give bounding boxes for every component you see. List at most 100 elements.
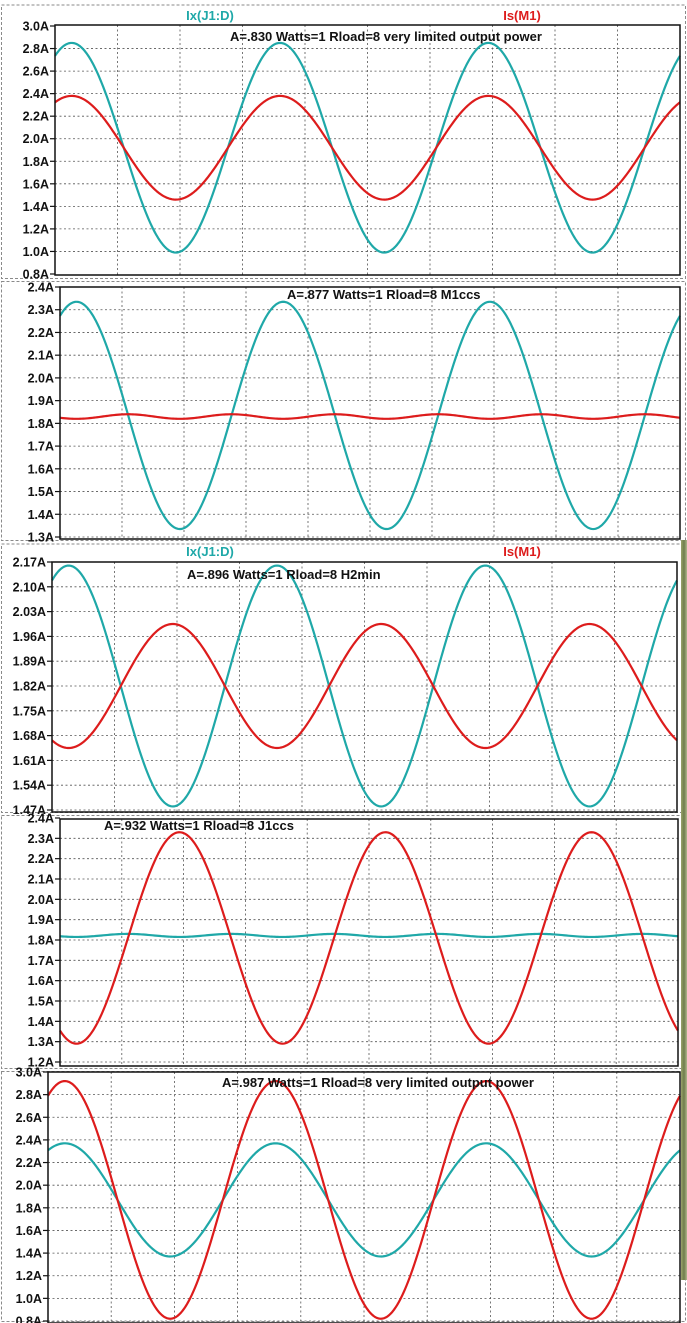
series-line — [54, 41, 681, 254]
y-tick-label: 1.4A — [23, 200, 49, 214]
y-tick-label: 2.2A — [16, 1156, 42, 1170]
y-tick-label: 3.0A — [23, 20, 49, 34]
y-tick-label: 3.0A — [16, 1066, 42, 1080]
grid — [52, 562, 677, 812]
y-tick-label: 2.10A — [13, 580, 46, 594]
y-tick-label: 1.96A — [13, 630, 46, 644]
chart-title: A=.896 Watts=1 Rload=8 H2min — [187, 567, 381, 582]
y-tick-label: 2.0A — [28, 371, 54, 385]
y-tick-label: 2.3A — [28, 832, 54, 846]
y-tick-label: 1.89A — [13, 655, 46, 669]
y-tick-label: 0.8A — [16, 1315, 42, 1323]
plot-area — [47, 1071, 681, 1323]
chart-panel-5: 3.0A 2.8A 2.6A 2.4A 2.2A 2.0A 1.8A 1.6A 1.4A 1.2A… — [0, 1066, 687, 1323]
y-tick-label: 1.8A — [23, 155, 49, 169]
chart-svg: 2.4A 2.3A 2.2A 2.1A 2.0A 1.9A 1.8A 1.7A 1.6A 1.5A… — [1, 812, 686, 1070]
y-tick-label: 0.8A — [23, 268, 49, 282]
grid — [60, 287, 680, 539]
y-tick-label: 2.8A — [23, 42, 49, 56]
series-line — [59, 831, 679, 1045]
y-tick-label: 1.2A — [28, 1056, 54, 1070]
y-tick-label: 2.1A — [28, 349, 54, 363]
y-tick-label: 1.3A — [28, 1035, 54, 1049]
series-line — [59, 932, 679, 939]
y-tick-label: 2.4A — [23, 87, 49, 101]
chart-title: A=.830 Watts=1 Rload=8 very limited outp… — [230, 29, 542, 44]
panel-frame — [1, 543, 686, 813]
y-tick-label: 1.7A — [28, 954, 54, 968]
y-tick-label: 1.75A — [13, 704, 46, 718]
chart-title: A=.932 Watts=1 Rload=8 J1ccs — [104, 818, 294, 833]
y-tick-label: 1.5A — [28, 995, 54, 1009]
y-tick-label: 1.7A — [28, 440, 54, 454]
y-tick-label: 2.03A — [13, 605, 46, 619]
y-tick-label: 1.5A — [28, 485, 54, 499]
y-tick-label: 2.6A — [23, 65, 49, 79]
y-tick-label: 2.2A — [28, 852, 54, 866]
panel-frame — [1, 1071, 686, 1322]
series-line — [59, 300, 681, 531]
y-tick-label: 1.8A — [28, 934, 54, 948]
y-tick-label: 1.68A — [13, 729, 46, 743]
series-line — [47, 1079, 681, 1320]
chart-svg: 2.17A 2.10A 2.03A 1.96A 1.89A 1.82A 1.75A 1.68A… — [1, 543, 686, 818]
legend-label: Is(M1) — [503, 8, 541, 23]
grid — [60, 819, 678, 1066]
y-tick-label: 2.0A — [28, 893, 54, 907]
chart-title: A=.877 Watts=1 Rload=8 M1ccs — [287, 287, 481, 302]
y-tick-label: 1.9A — [28, 913, 54, 927]
chart-svg: 2.4A 2.3A 2.2A 2.1A 2.0A 1.9A 1.8A 1.7A 1.6A 1.5A… — [1, 281, 686, 545]
y-tick-label: 1.4A — [28, 1015, 54, 1029]
legend-label: Is(M1) — [503, 544, 541, 559]
y-tick-label: 1.8A — [16, 1201, 42, 1215]
grid — [48, 1072, 680, 1323]
y-tick-label: 1.0A — [23, 245, 49, 259]
y-tick-label: 1.4A — [28, 508, 54, 522]
y-tick-label: 1.2A — [23, 222, 49, 236]
chart-title: A=.987 Watts=1 Rload=8 very limited outp… — [222, 1075, 534, 1090]
series-line — [51, 564, 678, 808]
y-tick-label: 2.6A — [16, 1111, 42, 1125]
grid — [55, 25, 680, 275]
y-tick-label: 1.54A — [13, 779, 46, 793]
series-line — [59, 413, 681, 420]
plot-area — [59, 818, 679, 1067]
y-tick-label: 2.17A — [13, 556, 46, 570]
chart-svg: 3.0A 2.8A 2.6A 2.4A 2.2A 2.0A 1.8A 1.6A 1.4A 1.2A… — [1, 4, 686, 282]
y-tick-label: 2.4A — [28, 812, 54, 826]
chart-panel-2: 2.4A 2.3A 2.2A 2.1A 2.0A 1.9A 1.8A 1.7A 1.6A 1.5A… — [0, 280, 687, 545]
y-tick-label: 2.4A — [28, 281, 54, 295]
chart-panel-3: 2.17A 2.10A 2.03A 1.96A 1.89A 1.82A 1.75A 1.68A… — [0, 542, 687, 818]
chart-svg: 3.0A 2.8A 2.6A 2.4A 2.2A 2.0A 1.8A 1.6A 1.4A 1.2A… — [1, 1066, 686, 1323]
y-tick-label: 2.1A — [28, 873, 54, 887]
plot-area — [51, 561, 678, 813]
y-tick-label: 1.9A — [28, 394, 54, 408]
y-tick-label: 1.2A — [16, 1269, 42, 1283]
y-tick-label: 1.6A — [16, 1224, 42, 1238]
panel-frame — [1, 815, 686, 1069]
y-tick-label: 1.0A — [16, 1292, 42, 1306]
y-tick-label: 1.6A — [23, 177, 49, 191]
y-tick-label: 1.8A — [28, 417, 54, 431]
series-line — [47, 1142, 681, 1258]
y-tick-label: 2.2A — [23, 110, 49, 124]
chart-panel-1: 3.0A 2.8A 2.6A 2.4A 2.2A 2.0A 1.8A 1.6A 1.4A 1.2A… — [0, 0, 687, 282]
y-tick-label: 2.3A — [28, 303, 54, 317]
y-tick-label: 1.6A — [28, 974, 54, 988]
plot-area — [54, 24, 681, 276]
chart-panel-4: 2.4A 2.3A 2.2A 2.1A 2.0A 1.9A 1.8A 1.7A 1.6A 1.5A… — [0, 812, 687, 1070]
y-tick-label: 2.4A — [16, 1133, 42, 1147]
series-line — [54, 94, 681, 201]
y-tick-label: 1.4A — [16, 1247, 42, 1261]
plot-area — [59, 286, 681, 540]
y-tick-label: 1.3A — [28, 531, 54, 545]
y-tick-label: 1.6A — [28, 462, 54, 476]
panel-frame — [1, 4, 686, 279]
series-line — [51, 622, 678, 750]
y-tick-label: 1.61A — [13, 754, 46, 768]
panel-frame — [1, 281, 686, 541]
legend-label: Ix(J1:D) — [186, 8, 234, 23]
legend-label: Ix(J1:D) — [186, 544, 234, 559]
y-tick-label: 1.82A — [13, 680, 46, 694]
y-tick-label: 2.2A — [28, 326, 54, 340]
